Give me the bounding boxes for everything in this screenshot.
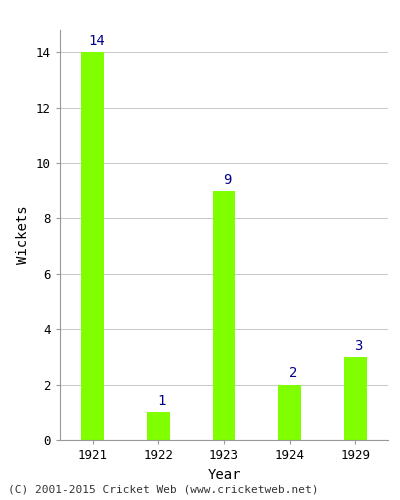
Text: 1: 1 <box>158 394 166 408</box>
X-axis label: Year: Year <box>207 468 241 481</box>
Bar <box>344 357 367 440</box>
Text: 2: 2 <box>289 366 297 380</box>
Text: 3: 3 <box>354 338 363 352</box>
Text: (C) 2001-2015 Cricket Web (www.cricketweb.net): (C) 2001-2015 Cricket Web (www.cricketwe… <box>8 485 318 495</box>
Text: 9: 9 <box>223 172 232 186</box>
Bar <box>81 52 104 440</box>
Y-axis label: Wickets: Wickets <box>16 206 30 264</box>
Bar <box>147 412 170 440</box>
Text: 14: 14 <box>88 34 105 48</box>
Bar <box>212 190 236 440</box>
Bar <box>278 384 301 440</box>
